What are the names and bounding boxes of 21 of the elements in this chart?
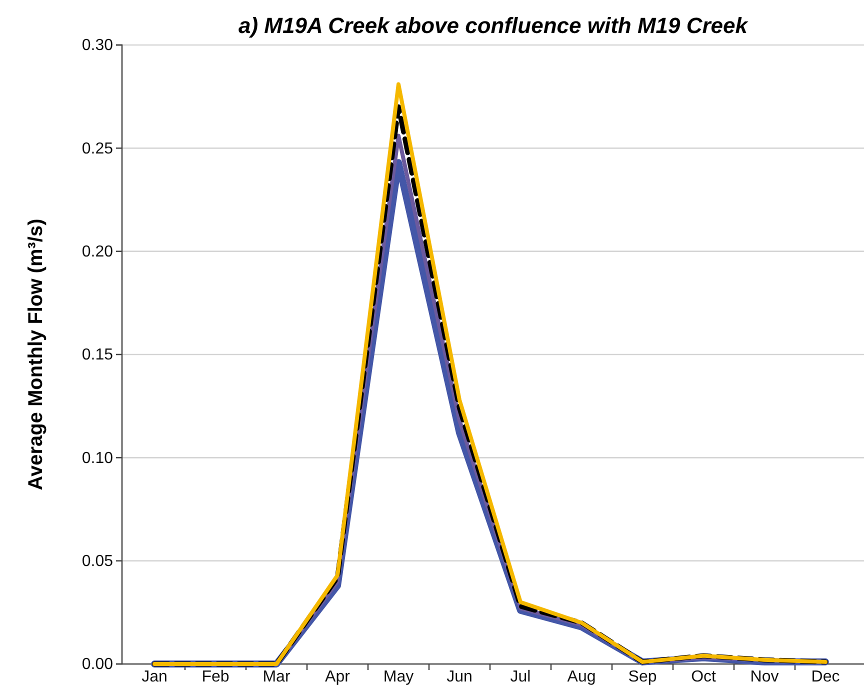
y-tick-label: 0.05 [82, 552, 114, 570]
chart-title: a) M19A Creek above confluence with M19 Creek [238, 13, 750, 38]
y-tick-label: 0.15 [82, 346, 114, 364]
x-tick-label: Jan [142, 668, 168, 686]
y-tick-label: 0.10 [82, 450, 114, 467]
x-tick-label: Oct [691, 668, 716, 686]
x-tick-label: Jul [510, 668, 531, 686]
y-tick-label: 0.25 [82, 140, 114, 158]
x-tick-label: Aug [567, 668, 596, 686]
x-tick-label: Nov [750, 668, 779, 686]
x-tick-label: May [383, 668, 414, 686]
x-tick-label: Feb [202, 668, 230, 686]
y-tick-label: 0.00 [82, 656, 114, 674]
y-tick-label: 0.20 [82, 243, 114, 260]
y-axis-title: Average Monthly Flow (m³/s) [25, 218, 47, 490]
x-tick-label: Dec [811, 668, 840, 686]
y-tick-label: 0.30 [82, 37, 114, 54]
x-tick-label: Sep [628, 668, 657, 686]
x-tick-label: Mar [262, 668, 291, 686]
x-tick-label: Jun [446, 668, 472, 686]
x-tick-label: Apr [325, 668, 351, 686]
